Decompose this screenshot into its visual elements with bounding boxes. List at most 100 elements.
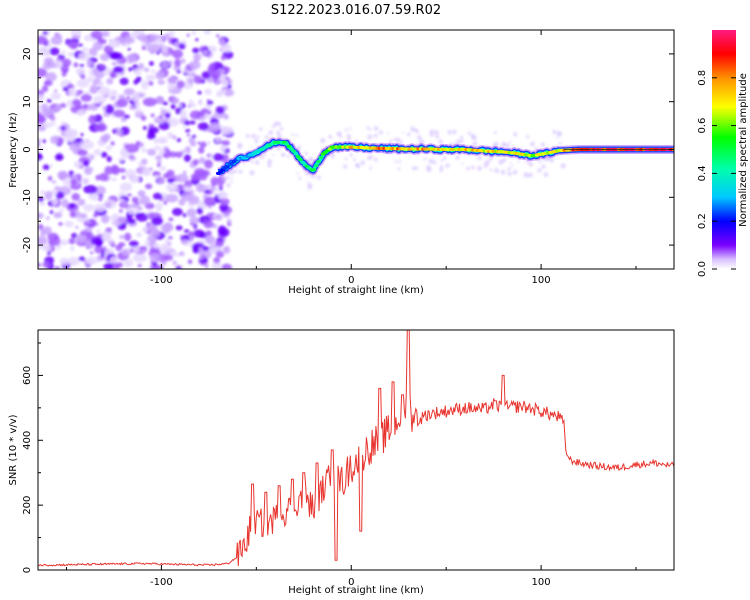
noise-blob: [180, 239, 188, 245]
noise-blob: [59, 239, 69, 246]
noise-blob: [139, 195, 151, 206]
ridge-halo-dot: [373, 133, 378, 138]
noise-blob: [110, 141, 115, 146]
noise-blob: [163, 200, 168, 205]
noise-blob: [46, 108, 56, 115]
x-tick-label: 0: [348, 275, 354, 286]
ridge-trace: [215, 137, 674, 177]
noise-blob: [202, 171, 208, 176]
noise-blob: [209, 153, 214, 159]
noise-blob: [143, 67, 150, 73]
noise-blob: [189, 120, 196, 125]
noise-blob: [39, 146, 44, 152]
noise-blob: [38, 115, 47, 124]
noise-blob: [178, 43, 186, 50]
noise-blob: [54, 186, 60, 191]
noise-blob: [170, 250, 177, 257]
x-tick-label: -100: [150, 577, 173, 588]
noise-blob: [69, 142, 82, 152]
noise-blob: [120, 148, 128, 156]
ridge-halo-dot: [320, 138, 326, 144]
noise-blob: [136, 232, 143, 238]
noise-blob: [101, 234, 112, 242]
noise-blob: [53, 211, 63, 219]
noise-blob: [221, 55, 226, 61]
ridge-halo-dot: [406, 132, 411, 137]
ridge-halo-dot: [223, 152, 226, 155]
ridge-halo-dot: [306, 181, 310, 184]
noise-blob: [86, 76, 95, 83]
ridge-halo-dot: [549, 146, 552, 150]
noise-blob: [128, 245, 140, 254]
ridge-halo-dot: [245, 134, 250, 138]
noise-blob: [131, 196, 139, 203]
noise-blob: [76, 79, 90, 88]
noise-blob: [119, 197, 124, 203]
noise-blob: [151, 216, 163, 226]
ridge-halo-dot: [543, 172, 549, 177]
noise-blob: [120, 71, 124, 76]
ridge-halo-dot: [530, 173, 533, 176]
noise-blob: [68, 237, 76, 245]
ridge-halo-dot: [369, 128, 372, 131]
noise-blob: [156, 162, 161, 168]
ridge-halo-dot: [230, 180, 233, 184]
noise-blob: [215, 80, 220, 85]
noise-blob: [198, 231, 207, 239]
noise-blob: [184, 120, 190, 126]
ridge-halo-dot: [552, 129, 557, 135]
noise-blob: [172, 49, 184, 59]
ridge-halo-dot: [373, 126, 379, 131]
noise-blob: [130, 248, 134, 253]
noise-blob: [38, 224, 44, 231]
colorbar-label: Normalized spectral amplitude: [738, 73, 749, 227]
noise-blob: [222, 133, 225, 137]
noise-blob: [86, 256, 98, 265]
noise-blob: [212, 153, 224, 162]
noise-blob: [135, 207, 141, 214]
noise-blob: [141, 45, 147, 51]
noise-blob: [115, 129, 123, 136]
ridge-halo-dot: [494, 168, 500, 174]
noise-blob: [167, 76, 177, 84]
ridge-halo-dot: [291, 133, 294, 137]
noise-blob: [93, 114, 103, 123]
noise-blob: [118, 94, 126, 100]
noise-blob: [76, 109, 84, 117]
noise-blob: [38, 111, 41, 117]
noise-blob: [163, 228, 170, 234]
ridge-halo-dot: [507, 167, 511, 171]
noise-blob: [140, 80, 149, 90]
ridge-halo-dot: [397, 167, 401, 171]
noise-blob: [110, 89, 118, 98]
noise-blob: [38, 46, 50, 57]
noise-blob: [102, 105, 107, 111]
noise-blob: [210, 176, 220, 186]
ridge-halo-dot: [452, 129, 457, 135]
noise-blob: [171, 135, 177, 140]
ridge-halo-dot: [304, 151, 309, 156]
colorbar-tick-label: 0.4: [697, 165, 708, 181]
noise-blob: [48, 237, 62, 246]
ridge-halo-dot: [233, 169, 238, 173]
noise-blob: [148, 126, 159, 134]
noise-blob: [78, 212, 88, 219]
noise-blob: [128, 174, 140, 184]
ridge-halo-dot: [231, 177, 234, 180]
noise-blob: [90, 115, 97, 121]
noise-blob: [195, 38, 199, 42]
noise-blob: [164, 238, 169, 243]
ridge-halo-dot: [267, 159, 273, 165]
ridge-halo-dot: [530, 141, 535, 147]
noise-blob: [161, 62, 169, 68]
noise-blob: [196, 207, 204, 215]
noise-blob: [221, 88, 228, 95]
noise-blob: [153, 145, 161, 151]
noise-blob: [215, 251, 225, 258]
noise-blob: [193, 53, 202, 61]
noise-blob: [140, 115, 147, 121]
noise-blob: [100, 65, 105, 70]
ridge-halo-dot: [510, 164, 514, 168]
snr-panel: -100 0 100 0 200 400 600 Height of straight li…: [8, 329, 675, 596]
